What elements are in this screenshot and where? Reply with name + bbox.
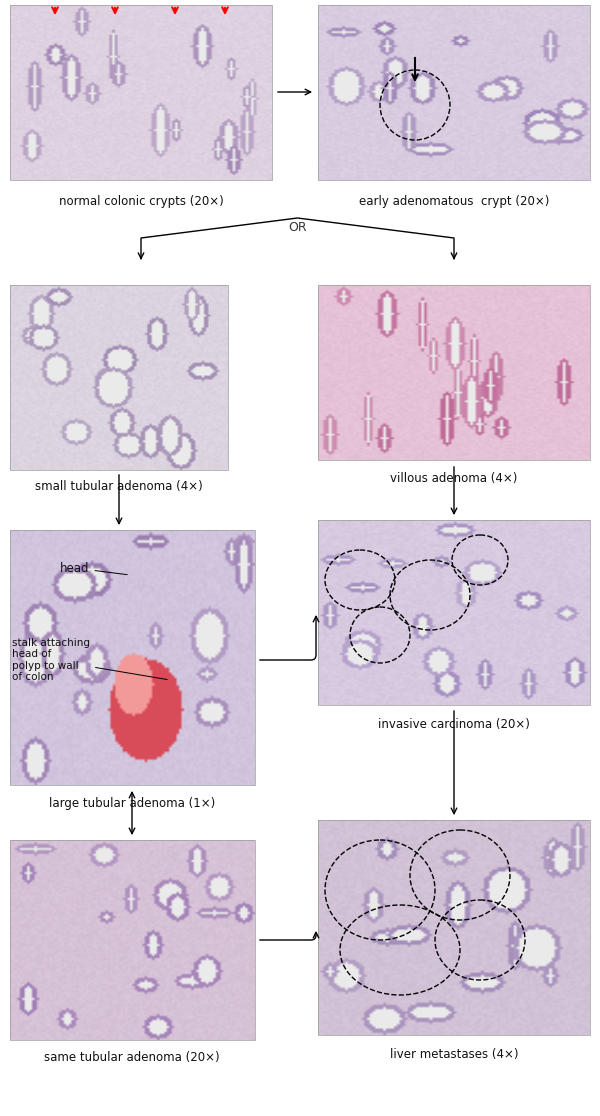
- Text: invasive carcinoma (20×): invasive carcinoma (20×): [378, 718, 530, 731]
- Bar: [10, 4, 272, 180]
- Bar: [318, 285, 590, 460]
- Bar: [10, 285, 228, 470]
- Text: stalk attaching
head of
polyp to wall
of colon: stalk attaching head of polyp to wall of…: [12, 637, 167, 682]
- Bar: [318, 820, 590, 1035]
- Text: same tubular adenoma (20×): same tubular adenoma (20×): [44, 1051, 220, 1064]
- Text: small tubular adenoma (4×): small tubular adenoma (4×): [35, 480, 203, 493]
- Text: liver metastases (4×): liver metastases (4×): [390, 1048, 518, 1061]
- Text: normal colonic crypts (20×): normal colonic crypts (20×): [59, 195, 223, 208]
- Bar: [318, 520, 590, 705]
- Bar: [10, 530, 255, 785]
- Text: head: head: [60, 561, 127, 575]
- Bar: [318, 4, 590, 180]
- Text: villous adenoma (4×): villous adenoma (4×): [391, 472, 518, 485]
- Text: early adenomatous  crypt (20×): early adenomatous crypt (20×): [359, 195, 549, 208]
- Text: large tubular adenoma (1×): large tubular adenoma (1×): [49, 797, 215, 810]
- Text: OR: OR: [288, 221, 307, 234]
- Bar: [10, 840, 255, 1040]
- Bar: [10, 285, 228, 470]
